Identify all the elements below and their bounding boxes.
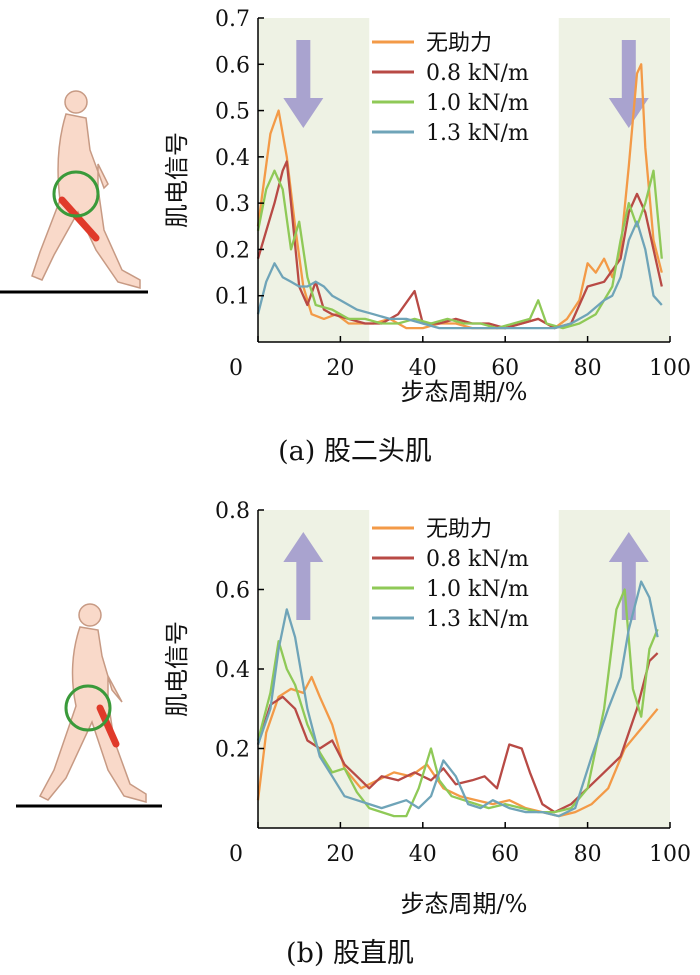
y-tick-label-a: 0.7	[215, 7, 250, 32]
legend-label-b-2: 1.0 kN/m	[426, 577, 529, 602]
y-tick-label-b: 0.6	[215, 579, 250, 604]
chart-a: 0.1 0.2 0.3 0.4 0.5 0.6 0.7 0 20 40 60 80 100 步态周期/% 肌…	[163, 7, 691, 467]
y-tick-label-a: 0.4	[215, 146, 250, 171]
x-axis-label-b: 步态周期/%	[401, 890, 528, 918]
y-axis-label-b: 肌电信号	[163, 621, 191, 717]
highlight-circle-a	[52, 170, 100, 218]
x-tick-label-a: 20	[326, 356, 354, 381]
legend-label-b-1: 0.8 kN/m	[426, 547, 529, 572]
arrow-down-icon	[608, 40, 649, 128]
muscle-icon-b	[96, 704, 120, 748]
legend-label-a-3: 1.3 kN/m	[426, 121, 529, 146]
chart-b: 0.2 0.4 0.6 0.8 0 20 40 60 80 100 步态周期/% 肌电信号 无助力 0.8…	[163, 499, 691, 969]
series-line-b-2	[256, 588, 659, 818]
x-tick-label-a: 40	[409, 356, 437, 381]
x-tick-label-a: 0	[229, 356, 243, 381]
walking-figure-a	[0, 90, 148, 294]
muscle-icon-a	[58, 196, 100, 242]
x-tick-label-a: 80	[574, 356, 602, 381]
legend-label-b-0: 无助力	[426, 517, 492, 542]
y-tick-label-b: 0.2	[215, 738, 250, 763]
legend-label-a-2: 1.0 kN/m	[426, 91, 529, 116]
walking-figure-b	[16, 603, 162, 808]
shaded-band-a-0	[258, 18, 370, 342]
y-tick-label-a: 0.5	[215, 100, 250, 125]
series-line-a-2	[256, 169, 663, 330]
x-tick-label-b: 60	[491, 842, 519, 867]
series-line-b-3	[256, 580, 659, 818]
x-tick-label-b: 80	[574, 842, 602, 867]
y-tick-label-a: 0.6	[215, 53, 250, 78]
y-axis-label-a: 肌电信号	[163, 132, 191, 228]
y-tick-label-a: 0.3	[215, 192, 250, 217]
legend-label-a-1: 0.8 kN/m	[426, 61, 529, 86]
y-tick-label-a: 0.2	[215, 238, 250, 263]
legend-label-b-3: 1.3 kN/m	[426, 607, 529, 632]
x-tick-label-b: 40	[409, 842, 437, 867]
x-tick-label-b: 20	[326, 842, 354, 867]
series-line-a-3	[256, 220, 663, 330]
x-tick-label-a: 100	[649, 356, 691, 381]
legend-label-a-0: 无助力	[426, 31, 492, 56]
x-tick-label-b: 100	[649, 842, 691, 867]
arrow-down-icon	[283, 40, 324, 128]
y-tick-label-b: 0.4	[215, 658, 250, 683]
x-tick-label-b: 0	[229, 842, 243, 867]
arrow-up-icon	[608, 532, 649, 620]
caption-b: (b) 股直肌	[286, 938, 414, 969]
y-tick-label-a: 0.1	[215, 285, 250, 310]
x-axis-label-a: 步态周期/%	[401, 378, 528, 406]
caption-a: (a) 股二头肌	[278, 436, 432, 467]
x-tick-label-a: 60	[491, 356, 519, 381]
arrow-up-icon	[283, 532, 324, 620]
y-tick-label-b: 0.8	[215, 499, 250, 524]
highlight-circle-b	[64, 684, 112, 732]
